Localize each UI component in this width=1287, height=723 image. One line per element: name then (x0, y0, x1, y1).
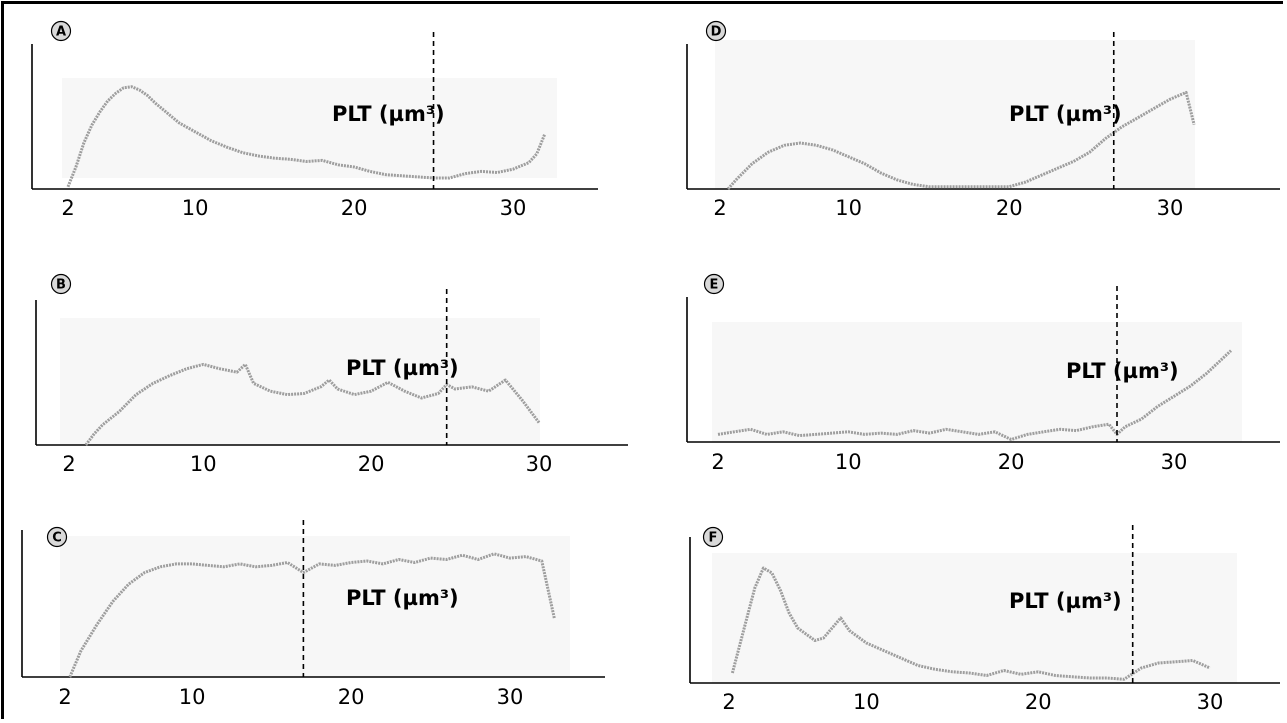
panel-c-letter: C (52, 531, 62, 546)
panel-f-series-0-line (730, 566, 1211, 681)
panel-d-series-0-line (726, 90, 1196, 190)
panel-c-tick-label: 20 (338, 685, 365, 709)
panel-a-tick-label: 2 (61, 196, 74, 220)
panel-c-tick-label: 30 (497, 685, 524, 709)
panel-e-series-0-line (717, 349, 1233, 441)
panel-b-tick-label: 2 (62, 452, 75, 476)
panel-a-tick-label: 20 (341, 196, 368, 220)
panel-d-letter-circle (705, 20, 727, 42)
panel-e-tick-label: 10 (835, 450, 862, 474)
panel-d-background (715, 40, 1195, 189)
panel-b-tick-label: 10 (190, 452, 217, 476)
panel-a-tick-label: 10 (182, 196, 209, 220)
panel-d-tick-label: 10 (835, 196, 862, 220)
panel-b-tick-label: 20 (358, 452, 385, 476)
panel-e-background (712, 322, 1242, 442)
panel-e-tick-label: 30 (1161, 450, 1188, 474)
panel-d-annotation: PLT (µm³) (1009, 102, 1122, 126)
panel-f-letter-circle (702, 526, 724, 548)
panel-c-tick-label: 2 (58, 685, 71, 709)
panel-a-letter: A (56, 25, 66, 40)
panel-d-letter: D (711, 25, 722, 40)
panel-a-tick-label: 30 (500, 196, 527, 220)
panel-f-tick-label: 20 (1025, 690, 1052, 714)
panel-a-background (62, 78, 557, 178)
panel-f-annotation: PLT (µm³) (1009, 589, 1122, 613)
panel-e: 2 10 20 30 PLT (µm³) E (686, 273, 1280, 474)
panel-c-tick-label: 10 (179, 685, 206, 709)
panel-b-series-0-line (84, 362, 541, 446)
panel-b-annotation: PLT (µm³) (346, 356, 459, 380)
panel-f: 2 10 20 30 PLT (µm³) F (689, 525, 1280, 714)
panel-a-letter-circle (50, 20, 72, 42)
panel-c: 2 10 20 30 PLT (µm³) C (21, 520, 605, 709)
panel-a-series-0-line (66, 85, 547, 188)
panel-f-tick-label: 30 (1197, 690, 1224, 714)
panel-e-tick-label: 2 (711, 450, 724, 474)
panel-f-letter: F (709, 531, 718, 546)
panel-c-letter-circle (46, 526, 68, 548)
panel-b-background (60, 318, 540, 445)
panel-b-letter-circle (50, 273, 72, 295)
panel-d-tick-label: 2 (713, 196, 726, 220)
panel-a-annotation: PLT (µm³) (332, 102, 445, 126)
panel-d-tick-label: 30 (1157, 196, 1184, 220)
panel-e-letter-circle (703, 273, 725, 295)
panel-b-letter: B (56, 278, 66, 293)
panel-f-tick-label: 2 (722, 690, 735, 714)
panel-b-tick-label: 30 (526, 452, 553, 476)
panel-c-background (60, 536, 570, 677)
panel-c-series-0-line (68, 552, 556, 678)
panel-e-annotation: PLT (µm³) (1066, 359, 1179, 383)
panel-d: 2 10 20 30 PLT (µm³) D (686, 20, 1280, 220)
panel-b: 2 10 20 30 PLT (µm³) B (35, 273, 628, 476)
panel-f-tick-label: 10 (853, 690, 880, 714)
panel-e-tick-label: 20 (998, 450, 1025, 474)
panel-f-background (712, 553, 1237, 683)
panel-a: 2 10 20 30 PLT (µm³) A (31, 20, 598, 220)
panel-c-annotation: PLT (µm³) (346, 586, 459, 610)
panel-e-letter: E (710, 278, 719, 293)
panel-d-tick-label: 20 (996, 196, 1023, 220)
